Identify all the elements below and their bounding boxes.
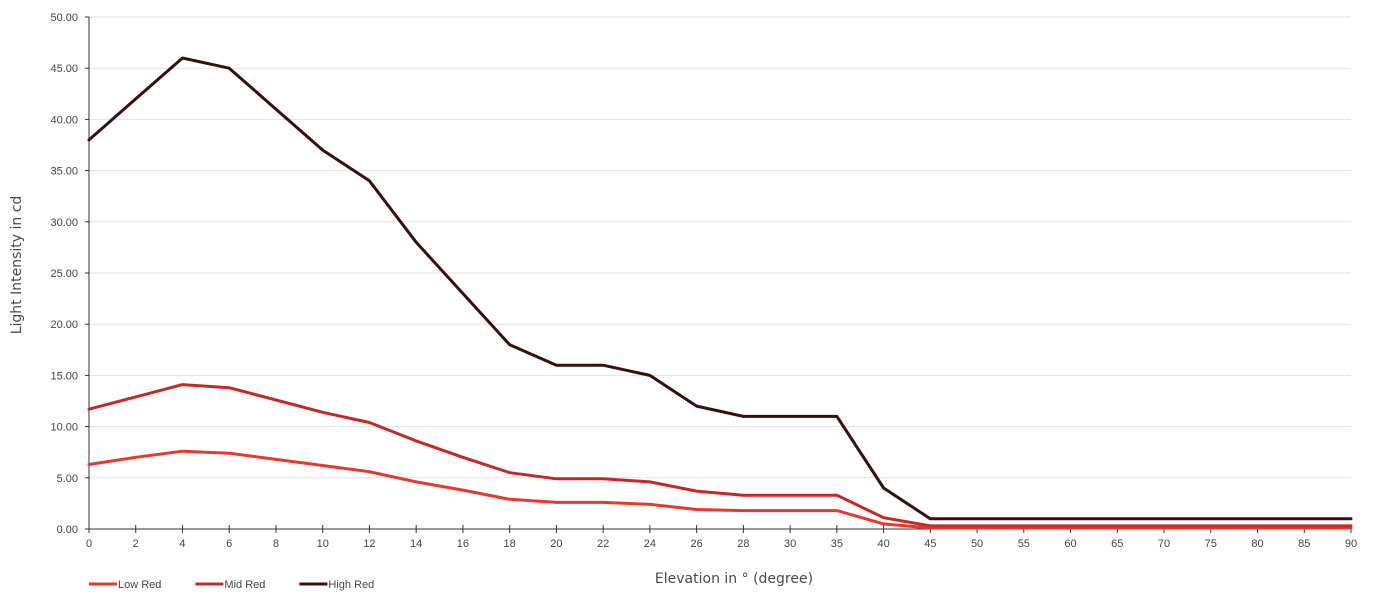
x-tick-label: 22	[597, 538, 609, 550]
x-tick-label: 65	[1111, 538, 1123, 550]
x-tick-labels: 0 2 4 6 8 10 12 14 16 18 20 22 24 26 28 30 35 40 45 50 55 60 6…	[86, 538, 1357, 550]
y-tick-label: 10.00	[50, 422, 78, 434]
series-line-high-red	[87, 56, 1353, 521]
y-tick-label: 15.00	[50, 370, 78, 382]
y-tick-label: 5.00	[57, 473, 78, 485]
x-tick-label: 8	[273, 538, 279, 550]
x-tick-label: 70	[1158, 538, 1170, 550]
x-tick-label: 2	[133, 538, 139, 550]
series-lines	[87, 56, 1353, 530]
x-tick-label: 85	[1298, 538, 1310, 550]
y-tick-label: 20.00	[50, 319, 78, 331]
x-tick-label: 90	[1345, 538, 1357, 550]
x-tick-label: 18	[504, 538, 516, 550]
legend-label-high-red: High Red	[328, 579, 374, 591]
x-tick-label: 14	[410, 538, 422, 550]
x-tick-label: 30	[784, 538, 796, 550]
x-tick-label: 50	[971, 538, 983, 550]
x-tick-label: 40	[877, 538, 889, 550]
x-tick-label: 20	[550, 538, 562, 550]
x-tick-label: 4	[179, 538, 185, 550]
y-tick-labels: 0.00 5.00 10.00 15.00 20.00 25.00 30.00 35.00 40…	[50, 12, 78, 536]
y-tick-label: 50.00	[50, 12, 78, 24]
x-tick-label: 55	[1018, 538, 1030, 550]
gridlines	[89, 16, 1351, 479]
legend-label-mid-red: Mid Red	[224, 579, 265, 591]
x-tick-label: 16	[457, 538, 469, 550]
x-tick-label: 28	[737, 538, 749, 550]
legend: Low Red Mid Red High Red	[89, 579, 374, 591]
x-tick-label: 35	[831, 538, 843, 550]
series-line-mid-red	[87, 383, 1353, 528]
x-tick-label: 45	[924, 538, 936, 550]
axes	[85, 16, 1352, 533]
y-tick-label: 0.00	[57, 524, 78, 536]
x-tick-label: 6	[226, 538, 232, 550]
x-tick-label: 12	[363, 538, 375, 550]
x-tick-label: 26	[691, 538, 703, 550]
x-tick-label: 80	[1251, 538, 1263, 550]
x-axis-title: Elevation in ° (degree)	[655, 571, 813, 587]
x-tick-label: 75	[1205, 538, 1217, 550]
y-tick-label: 30.00	[50, 217, 78, 229]
y-axis-title: Light Intensity in cd	[9, 196, 25, 335]
y-tick-label: 45.00	[50, 63, 78, 75]
x-tick-label: 10	[317, 538, 329, 550]
y-tick-label: 40.00	[50, 114, 78, 126]
y-tick-label: 35.00	[50, 166, 78, 178]
x-tick-label: 0	[86, 538, 92, 550]
y-tick-label: 25.00	[50, 268, 78, 280]
x-tick-label: 60	[1064, 538, 1076, 550]
x-tick-label: 24	[644, 538, 656, 550]
series-line-low-red	[87, 449, 1353, 530]
legend-label-low-red: Low Red	[118, 579, 161, 591]
